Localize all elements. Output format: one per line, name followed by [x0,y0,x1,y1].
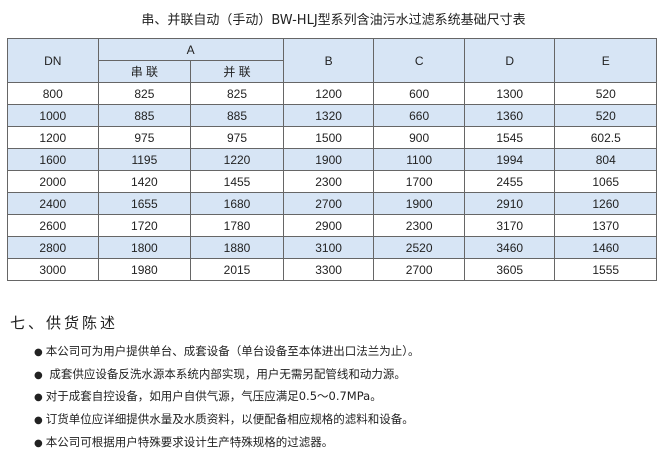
table-cell: 885 [97,104,192,127]
table-cell: 885 [190,104,284,127]
table-cell: 1600 [7,148,99,171]
table-cell: 1455 [190,170,284,193]
header-a-series: 串 联 [97,60,192,83]
table-cell: 1800 [97,236,192,259]
table-cell: 2600 [7,214,99,237]
table-cell: 660 [373,104,465,127]
table-cell: 975 [190,126,284,149]
table-cell: 1545 [463,126,556,149]
table-cell: 3460 [463,236,556,259]
table-cell: 1880 [190,236,284,259]
table-cell: 1720 [97,214,192,237]
table-cell: 1420 [97,170,192,193]
table-title: 串、并联自动（手动）BW-HLJ型系列含油污水过滤系统基础尺寸表 [141,13,526,28]
table-cell: 2400 [7,192,99,215]
header-d: D [463,38,556,83]
table-cell: 1900 [373,192,465,215]
header-e: E [554,38,657,83]
table-cell: 3100 [282,236,375,259]
table-cell: 1065 [554,170,657,193]
list-item: 对于成套自控设备，如用户自供气源，气压应满足0.5～0.7MPa。 [34,385,419,408]
table-cell: 1200 [7,126,99,149]
supply-list: 本公司可为用户提供单台、成套设备（单台设备至本体进出口法兰为止）。 成套供应设备… [34,340,420,454]
table-cell: 1500 [282,126,375,149]
table-cell: 1320 [282,104,375,127]
table-cell: 800 [7,82,99,105]
table-cell: 1360 [463,104,556,127]
list-item: 本公司可为用户提供单台、成套设备（单台设备至本体进出口法兰为止）。 [34,340,420,363]
table-cell: 2300 [282,170,375,193]
table-cell: 1220 [190,148,284,171]
table-row: 1600 1195 1220 1900 1100 1994 804 [7,148,657,171]
table-row: 3000 1980 2015 3300 2700 3605 1555 [7,258,657,281]
header-c: C [373,38,465,83]
table-row: 1000 885 885 1320 660 1360 520 [7,104,657,127]
section-heading: 七、供货陈述 [10,314,119,332]
table-row: 1200 975 975 1500 900 1545 602.5 [7,126,657,149]
table-cell: 2700 [373,258,465,281]
list-item: 本公司可根据用户特殊要求设计生产特殊规格的过滤器。 [34,431,419,454]
table-row: 2000 1420 1455 2300 1700 2455 1065 [7,170,657,193]
table-row: 800 825 825 1200 600 1300 520 [7,82,657,105]
table-cell: 600 [373,82,465,105]
table-cell: 1555 [554,258,657,281]
table-cell: 825 [97,82,192,105]
table-cell: 1900 [282,148,375,171]
table-cell: 804 [554,148,657,171]
header-a: A [97,38,284,61]
table-cell: 900 [373,126,465,149]
header-b: B [282,38,375,83]
table-cell: 1680 [190,192,284,215]
header-a-parallel: 并 联 [190,60,284,83]
table-cell: 1370 [554,214,657,237]
table-cell: 1300 [463,82,556,105]
table-cell: 2910 [463,192,556,215]
dimension-table: DN A B C D E 串 联 并 联 800 825 825 1200 600 130… [7,38,657,281]
table-row: 2600 1720 1780 2900 2300 3170 1370 [7,214,657,237]
table-cell: 2520 [373,236,465,259]
table-cell: 825 [190,82,284,105]
table-cell: 1994 [463,148,556,171]
table-cell: 1980 [97,258,192,281]
table-cell: 2800 [7,236,99,259]
table-cell: 2000 [7,170,99,193]
table-cell: 2300 [373,214,465,237]
list-item: 订货单位应详细提供水量及水质资料，以便配备相应规格的滤料和设备。 [34,408,419,431]
table-cell: 1700 [373,170,465,193]
table-cell: 2015 [190,258,284,281]
table-cell: 2455 [463,170,556,193]
table-cell: 1260 [554,192,657,215]
table-row: 2800 1800 1880 3100 2520 3460 1460 [7,236,657,259]
header-dn: DN [7,38,99,83]
table-cell: 2700 [282,192,375,215]
table-cell: 1200 [282,82,375,105]
table-cell: 1100 [373,148,465,171]
list-item: 成套供应设备反洗水源本系统内部实现，用户无需另配管线和动力源。 [34,363,419,386]
table-cell: 1000 [7,104,99,127]
table-cell: 602.5 [554,126,657,149]
table-cell: 1195 [97,148,192,171]
table-cell: 975 [97,126,192,149]
table-cell: 3605 [463,258,556,281]
table-cell: 3300 [282,258,375,281]
table-cell: 1655 [97,192,192,215]
table-cell: 520 [554,104,657,127]
table-cell: 520 [554,82,657,105]
table-cell: 1780 [190,214,284,237]
table-row: 2400 1655 1680 2700 1900 2910 1260 [7,192,657,215]
table-cell: 3000 [7,258,99,281]
table-cell: 2900 [282,214,375,237]
table-cell: 1460 [554,236,657,259]
table-cell: 3170 [463,214,556,237]
